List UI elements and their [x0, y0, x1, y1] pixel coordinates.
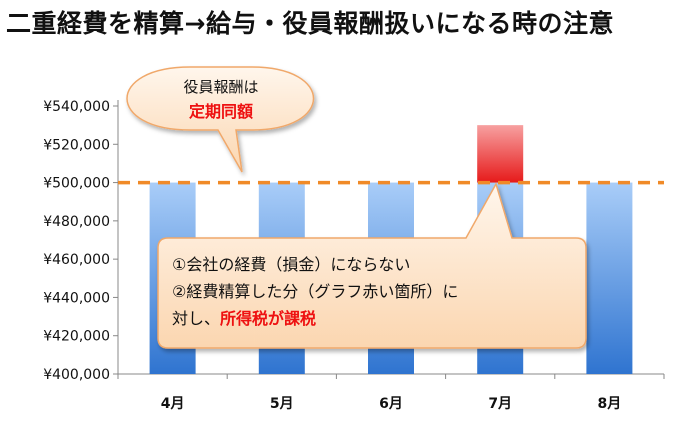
y-tick-label: ¥520,000: [43, 137, 110, 153]
y-tick-label: ¥460,000: [43, 252, 110, 268]
x-tick-label: 5月: [270, 396, 294, 412]
y-tick-label: ¥480,000: [43, 214, 110, 230]
callout-bottom: [157, 182, 587, 349]
page-title: 二重経費を精算→給与・役員報酬扱いになる時の注意: [6, 9, 614, 38]
y-tick-label: ¥540,000: [43, 99, 110, 115]
y-tick-label: ¥440,000: [43, 290, 110, 306]
bar-extra: [477, 125, 524, 183]
x-tick-label: 7月: [488, 396, 512, 412]
callout-bottom-line2: ②経費精算した分（グラフ赤い箇所）に: [172, 282, 458, 301]
y-tick-label: ¥500,000: [43, 176, 110, 192]
callout-top-shape: [126, 66, 315, 173]
callout-bottom-line3-prefix: 対し、: [172, 309, 220, 328]
bar-base: [586, 182, 633, 374]
x-tick-label: 6月: [379, 396, 403, 412]
callout-bottom-line3-red: 所得税が課税: [220, 309, 316, 328]
callout-top: [126, 66, 315, 173]
y-tick-label: ¥400,000: [43, 367, 110, 383]
x-tick-label: 8月: [598, 396, 622, 412]
callout-top-line2: 定期同額: [188, 102, 253, 121]
x-tick-label: 4月: [161, 396, 185, 412]
callout-bottom-line1: ①会社の経費（損金）にならない: [172, 255, 410, 274]
y-tick-label: ¥420,000: [43, 329, 110, 345]
callout-top-line1: 役員報酬は: [183, 78, 258, 96]
callout-bottom-shape: [157, 182, 587, 349]
callout-bottom-line3: 対し、所得税が課税: [172, 309, 316, 328]
